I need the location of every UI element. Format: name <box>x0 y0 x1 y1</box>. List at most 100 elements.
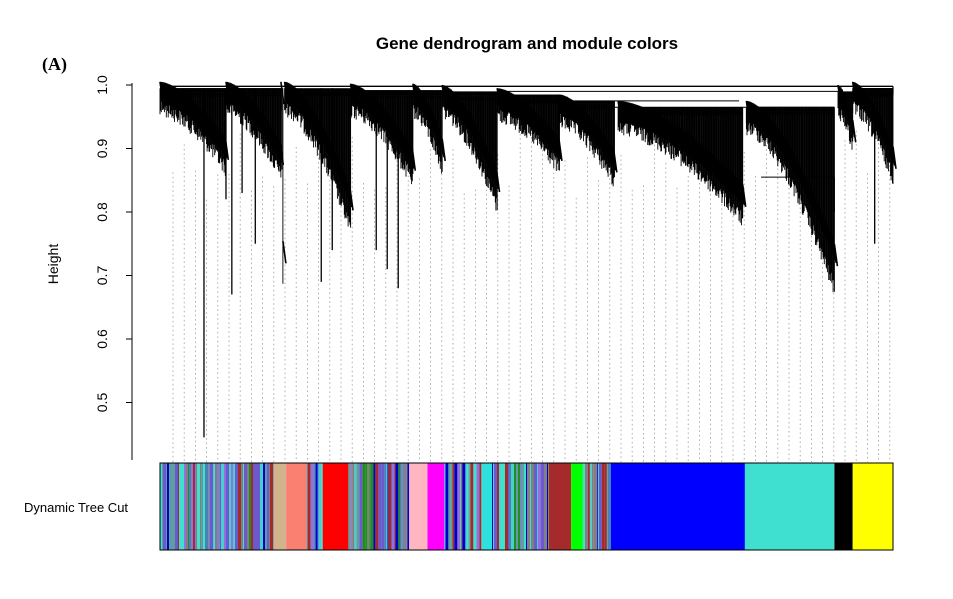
leaf-branch <box>657 114 663 137</box>
module-color-stripe <box>392 463 395 550</box>
leaf-branch <box>210 119 216 143</box>
leaf-branch <box>558 138 563 162</box>
leaf-branch <box>646 108 651 132</box>
leaf-branch <box>804 176 810 199</box>
module-color-stripe <box>263 463 265 550</box>
leaf-branch <box>288 83 294 106</box>
leaf-branch <box>541 118 547 142</box>
chart-title: Gene dendrogram and module colors <box>376 34 678 53</box>
dendrogram-cluster <box>441 84 501 211</box>
leaf-branch <box>746 100 752 124</box>
leaf-branch <box>280 81 285 105</box>
leaf-branch <box>685 132 690 155</box>
leaf-branch <box>543 120 548 143</box>
dendrogram-cluster <box>349 83 417 289</box>
leaf-branch <box>220 132 226 155</box>
leaf-branch <box>892 146 897 169</box>
module-color-stripe <box>538 463 541 550</box>
module-color-stripe <box>373 463 376 550</box>
leaf-branch <box>831 237 836 260</box>
module-color-stripe <box>457 463 461 550</box>
module-color-stripe <box>511 463 514 550</box>
leaf-branch <box>558 94 564 117</box>
leaf-branch <box>780 133 786 157</box>
leaf-branch <box>725 167 731 191</box>
leaf-branch <box>388 114 394 138</box>
leaf-branch <box>570 98 575 122</box>
leaf-branch <box>864 91 870 115</box>
module-color-stripe <box>444 463 446 550</box>
module-color-stripe <box>524 463 525 550</box>
leaf-branch <box>497 88 503 111</box>
leaf-branch <box>412 83 417 107</box>
leaf-branch <box>297 90 303 114</box>
module-color-stripe <box>169 463 172 550</box>
module-color-stripe <box>547 463 548 550</box>
leaf-branch <box>651 111 656 134</box>
module-color-stripe <box>541 463 544 550</box>
leaf-branch <box>689 135 694 158</box>
leaf-branch <box>367 92 372 115</box>
leaf-branch <box>496 88 501 111</box>
leaf-branch <box>311 108 317 132</box>
leaf-branch <box>429 108 435 131</box>
leaf-branch <box>337 160 343 183</box>
module-color-stripe <box>315 463 318 550</box>
leaf-branch <box>191 100 197 123</box>
leaf-branch <box>398 128 404 152</box>
leaf-branch <box>195 103 201 127</box>
leaf-branch <box>226 81 231 105</box>
dendrogram-cluster <box>851 81 897 244</box>
leaf-branch <box>653 112 659 135</box>
leaf-branch <box>768 117 773 140</box>
leaf-branch <box>648 109 654 133</box>
leaf-branch <box>405 138 410 161</box>
module-color-stripe <box>348 463 351 550</box>
leaf-branch <box>808 184 813 207</box>
leaf-branch <box>568 98 574 121</box>
leaf-branch <box>445 86 450 109</box>
leaf-branch <box>855 83 861 106</box>
leaf-branch <box>604 136 609 159</box>
leaf-branch <box>475 125 481 148</box>
module-color-stripe <box>259 463 260 550</box>
leaf-branch <box>576 103 581 127</box>
leaf-branch <box>758 107 763 130</box>
module-color-stripe <box>352 463 355 550</box>
leaf-branch <box>591 119 597 142</box>
module-color-stripe <box>314 463 316 550</box>
leaf-branch <box>163 82 168 105</box>
leaf-branch <box>217 127 222 151</box>
leaf-branch <box>298 91 304 115</box>
leaf-branch <box>750 102 756 125</box>
leaf-branch <box>567 97 573 120</box>
leaf-branch <box>561 94 566 118</box>
leaf-branch <box>741 184 747 207</box>
leaf-branch <box>694 139 699 162</box>
leaf-branch <box>242 91 248 115</box>
leaf-branch <box>709 152 714 175</box>
leaf-branch <box>809 186 815 210</box>
leaf-branch <box>175 87 181 111</box>
leaf-branch <box>714 156 719 180</box>
leaf-branch <box>755 105 761 128</box>
leaf-branch <box>488 151 493 175</box>
module-color-stripe <box>505 463 508 550</box>
leaf-branch <box>632 103 637 127</box>
leaf-branch <box>362 88 367 112</box>
leaf-branch <box>521 100 527 123</box>
module-color-stripe <box>221 463 224 550</box>
leaf-branch <box>798 163 803 187</box>
leaf-branch <box>269 125 274 149</box>
module-color-stripe <box>462 463 466 550</box>
leaf-branch <box>749 101 754 125</box>
module-color-block <box>482 463 492 550</box>
module-color-stripe <box>604 463 607 550</box>
leaf-branch <box>787 143 792 167</box>
module-color-block <box>548 463 572 550</box>
leaf-branch <box>428 105 434 129</box>
module-color-stripe <box>267 463 269 550</box>
leaf-branch <box>273 131 278 155</box>
leaf-branch <box>460 100 465 124</box>
leaf-branch <box>573 101 579 125</box>
